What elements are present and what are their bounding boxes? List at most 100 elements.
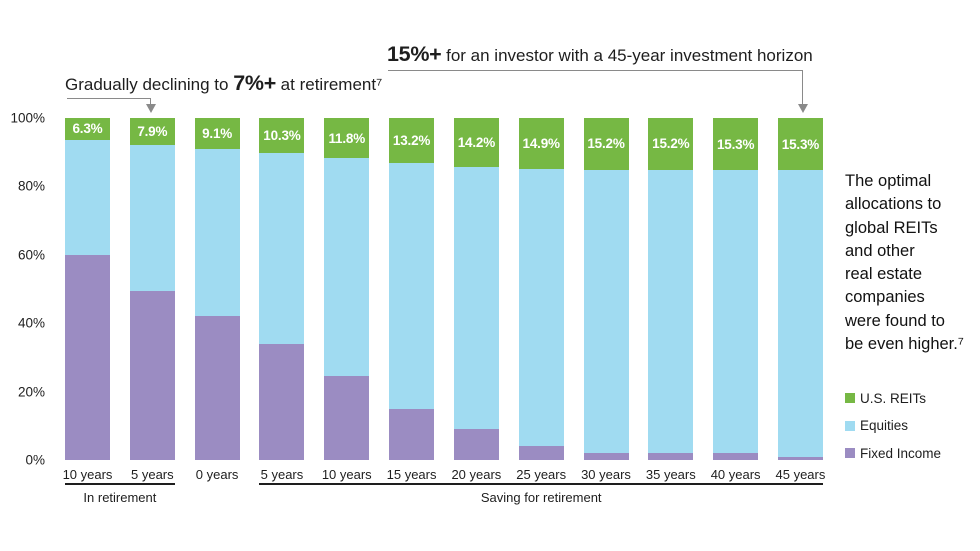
annotation-declining-suffix: at retirement⁷ <box>275 75 383 94</box>
side-note-line: The optimal <box>845 172 932 190</box>
bar-segment-fixed-income <box>259 343 305 460</box>
axis-group-in-retirement: In retirement <box>65 483 175 507</box>
bar-segment-u-s-reits: 6.3% <box>65 118 110 140</box>
bar-value-label: 15.2% <box>652 136 690 152</box>
annotation-declining-leader-line <box>67 98 151 99</box>
bar-segment-u-s-reits: 7.9% <box>129 118 175 146</box>
side-note-line: be even higher.⁷ <box>845 335 964 354</box>
bar-column: 15.2% 30 years <box>581 118 631 482</box>
bar-segment-u-s-reits: 15.2% <box>648 118 694 170</box>
bar-stack: 10.3% <box>259 118 305 460</box>
bar-value-label: 14.2% <box>457 134 496 150</box>
annotation-declining-leader-line-vertical <box>150 98 151 106</box>
bar-segment-equities <box>713 170 759 454</box>
side-note-line: global REITs <box>845 218 938 237</box>
bar-segment-u-s-reits: 10.3% <box>259 118 305 154</box>
bar-segment-u-s-reits: 14.9% <box>518 118 564 169</box>
y-axis-tick-label: 80% <box>17 178 45 194</box>
axis-group-saving-for-retirement: Saving for retirement <box>259 483 823 507</box>
bar-segment-fixed-income <box>777 456 823 460</box>
y-axis-tick-label: 100% <box>10 110 45 126</box>
bar-value-label: 15.2% <box>587 136 625 152</box>
bar-segment-equities <box>194 149 240 317</box>
bar-segment-fixed-income <box>65 254 110 460</box>
y-axis-tick-label: 40% <box>17 315 45 331</box>
bar-stack: 15.3% <box>777 118 823 460</box>
bar-segment-equities <box>129 145 175 291</box>
bar-segment-equities <box>389 163 435 409</box>
bar-segment-u-s-reits: 11.8% <box>324 118 370 159</box>
side-note-line: real estate <box>845 265 923 284</box>
bar-segment-equities <box>65 139 110 255</box>
annotation-declining-highlight: 7%+ <box>233 71 276 95</box>
arrow-down-icon <box>145 104 156 113</box>
bar-column: 11.8% 10 years <box>322 118 372 482</box>
bar-stack: 14.2% <box>453 118 499 460</box>
x-axis-tick-label: 35 years <box>645 467 696 482</box>
bar-segment-equities <box>583 169 629 454</box>
bar-segment-equities <box>648 169 694 454</box>
arrow-down-icon <box>797 104 808 113</box>
bar-stack: 15.3% <box>713 118 759 460</box>
legend-label: Equities <box>860 418 909 433</box>
y-axis-tick-label: 60% <box>17 247 45 263</box>
bar-segment-fixed-income <box>648 453 694 460</box>
side-note-line: were found to <box>845 311 945 330</box>
annotation-declining: Gradually declining to 7%+ at retirement… <box>65 70 382 98</box>
side-note-line: allocations to <box>845 195 942 214</box>
bar-value-label: 14.9% <box>522 135 560 151</box>
bar-segment-fixed-income <box>713 453 759 460</box>
bar-column: 15.3% 45 years <box>776 118 825 482</box>
annotation-horizon-leader-line-vertical <box>802 70 803 105</box>
y-axis-tick-label: 0% <box>25 452 45 468</box>
bar-segment-equities <box>453 166 499 430</box>
annotation-horizon: 15%+ for an investor with a 45-year inve… <box>387 41 813 69</box>
bar-stack: 13.2% <box>389 118 435 460</box>
bar-value-label: 11.8% <box>328 130 366 146</box>
legend-item-equities: Equities <box>845 418 941 433</box>
bar-segment-fixed-income <box>389 408 435 460</box>
bar-stack: 15.2% <box>583 118 629 460</box>
legend-swatch-icon <box>845 420 855 431</box>
bar-segment-equities <box>777 170 823 457</box>
bar-segment-fixed-income <box>583 453 629 460</box>
legend-label: U.S. REITs <box>860 390 927 406</box>
x-axis-tick-label: 5 years <box>130 467 174 482</box>
y-axis-tick-label: 20% <box>17 384 45 400</box>
bar-column: 9.1% 0 years <box>194 118 240 482</box>
bar-segment-u-s-reits: 15.2% <box>583 118 629 170</box>
bar-segment-equities <box>518 168 564 447</box>
bar-value-label: 6.3% <box>72 121 103 137</box>
bar-column: 14.2% 20 years <box>451 118 501 482</box>
x-axis-tick-label: 15 years <box>386 467 437 482</box>
bar-segment-fixed-income <box>453 429 499 460</box>
bar-column: 14.9% 25 years <box>516 118 566 482</box>
bar-value-label: 7.9% <box>137 124 168 139</box>
bar-value-label: 15.3% <box>781 136 820 152</box>
annotation-horizon-highlight: 15%+ <box>387 42 442 66</box>
bar-segment-equities <box>259 153 305 344</box>
bar-stack: 15.2% <box>648 118 694 460</box>
bar-segment-u-s-reits: 14.2% <box>453 118 499 167</box>
annotation-horizon-leader-line <box>388 70 803 71</box>
bar-segment-fixed-income <box>518 446 564 460</box>
annotation-horizon-suffix: for an investor with a 45-year investmen… <box>441 46 813 65</box>
bar-segment-u-s-reits: 9.1% <box>194 118 240 150</box>
bar-segment-u-s-reits: 13.2% <box>389 118 435 164</box>
bar-value-label: 10.3% <box>263 128 301 144</box>
legend: U.S. REITs Equities Fixed Income <box>845 391 941 474</box>
bar-stack: 6.3% <box>65 118 110 460</box>
y-axis: 100% 80% 60% 40% 20% 0% <box>0 111 45 468</box>
bar-stack: 11.8% <box>324 118 370 460</box>
x-axis-tick-label: 45 years <box>775 467 826 482</box>
bar-value-label: 15.3% <box>716 136 755 152</box>
x-axis-tick-label: 25 years <box>516 467 567 482</box>
side-note: The optimal allocations to global REITs and… <box>845 170 964 356</box>
axis-group-label: In retirement <box>83 490 157 505</box>
x-axis-tick-label: 40 years <box>710 467 761 482</box>
bar-segment-fixed-income <box>194 316 240 460</box>
legend-swatch-icon <box>845 393 855 403</box>
x-axis-tick-label: 30 years <box>581 467 631 482</box>
x-axis-tick-label: 0 years <box>195 467 239 482</box>
